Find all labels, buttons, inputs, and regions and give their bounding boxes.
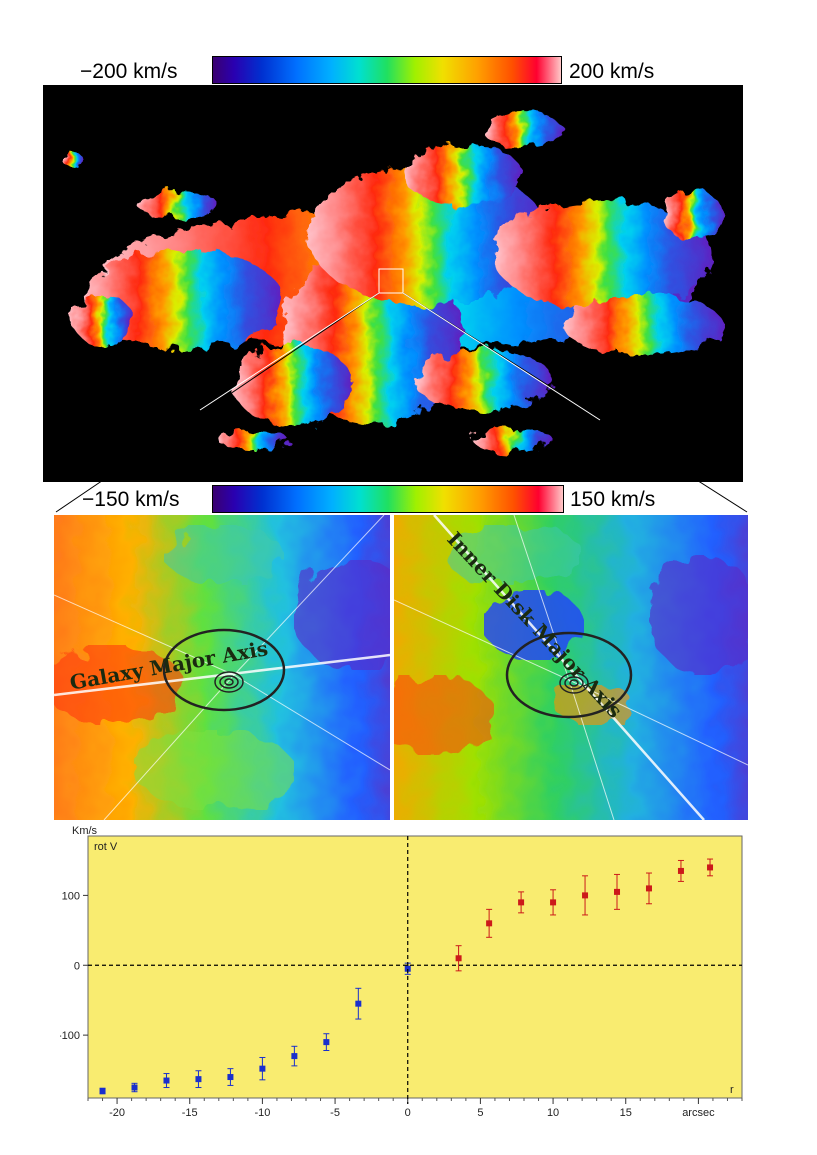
plot-area — [87, 835, 743, 1099]
rotation-curve-svg: 100 0 -100 -20 -15 -10 -5 0 5 10 15 arcsec Km/s ro… — [60, 825, 743, 1118]
data-point — [99, 1088, 106, 1095]
colorbar-top — [212, 56, 562, 84]
x-tick-label: 5 — [477, 1107, 483, 1118]
x-tick-label: arcsec — [682, 1107, 715, 1118]
colorbar-mid — [212, 485, 564, 513]
data-point — [195, 1076, 202, 1083]
x-tick-label: -5 — [330, 1107, 340, 1118]
x-tick-label: -20 — [109, 1107, 125, 1118]
colorbar-mid-min-label: −150 km/s — [82, 488, 180, 511]
data-point — [323, 1039, 330, 1046]
x-tick-label: 0 — [405, 1107, 411, 1118]
x-tick-label: -15 — [182, 1107, 198, 1118]
data-point — [163, 1077, 170, 1084]
data-point — [486, 920, 493, 927]
data-point — [707, 864, 714, 871]
inner-x-label: r — [730, 1084, 734, 1096]
data-point — [582, 892, 589, 899]
y-tick-label: -100 — [60, 1030, 80, 1042]
inner-y-label: rot V — [94, 841, 118, 853]
data-point — [131, 1084, 138, 1091]
data-point — [291, 1053, 298, 1060]
zoom-panel-left: Galaxy Major Axis — [54, 515, 390, 820]
velocity-map-full — [43, 85, 743, 482]
data-point — [404, 965, 411, 972]
data-point — [355, 1000, 362, 1007]
x-tick-label: 10 — [547, 1107, 559, 1118]
y-tick-label: 100 — [62, 890, 80, 902]
data-point — [677, 867, 684, 874]
colorbar-top-max-label: 200 km/s — [569, 60, 655, 83]
rotation-curve-chart: 100 0 -100 -20 -15 -10 -5 0 5 10 15 arcsec Km/s ro… — [60, 822, 756, 1118]
colorbar-mid-max-label: 150 km/s — [570, 488, 656, 511]
data-point — [645, 885, 652, 892]
y-tick-label: 0 — [74, 960, 80, 972]
data-point — [259, 1065, 266, 1072]
data-point — [614, 888, 621, 895]
x-tick-label: 15 — [620, 1107, 632, 1118]
colorbar-top-min-label: −200 km/s — [80, 60, 178, 83]
velocity-map-svg — [63, 112, 723, 452]
y-axis-label: Km/s — [72, 825, 98, 837]
x-tick-label: -10 — [254, 1107, 270, 1118]
zoom-panel-right: Inner Disk Major Axis — [394, 515, 748, 820]
data-point — [518, 899, 525, 906]
data-point — [455, 955, 462, 962]
data-point — [227, 1074, 234, 1081]
data-point — [550, 899, 557, 906]
